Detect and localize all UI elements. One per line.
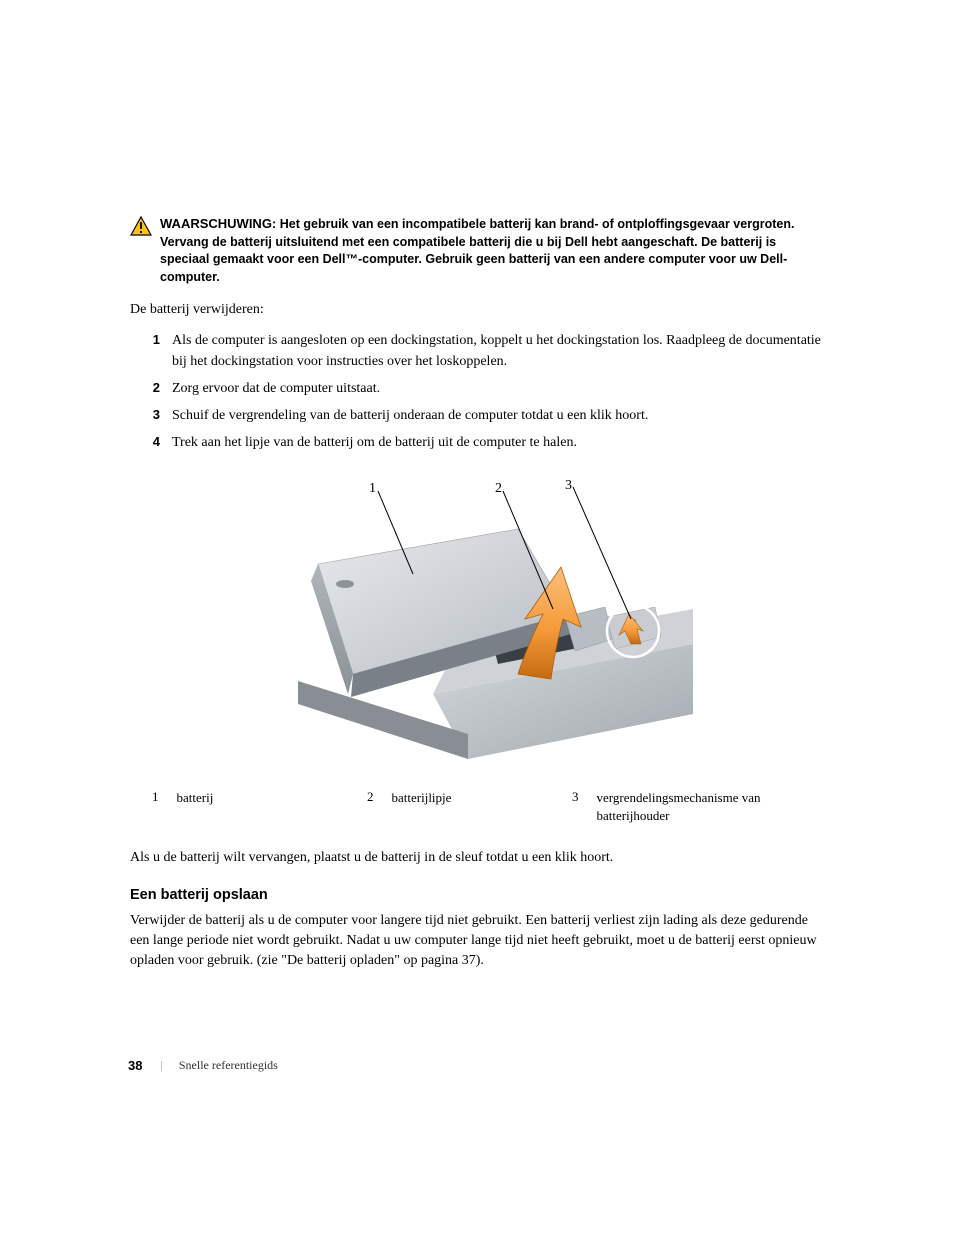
footer-divider: | (160, 1058, 162, 1073)
step-number: 4 (130, 432, 160, 452)
legend-label: vergrendelingsmechanisme van batterijhou… (597, 789, 783, 824)
page-footer: 38 | Snelle referentiegids (128, 1058, 278, 1073)
legend-num: 1 (152, 789, 159, 805)
doc-title: Snelle referentiegids (179, 1058, 278, 1073)
step-item: 3 Schuif de vergrendeling van de batteri… (130, 405, 825, 426)
storage-heading: Een batterij opslaan (130, 887, 825, 903)
page-content: WAARSCHUWING: Het gebruik van een incomp… (130, 215, 825, 982)
legend-num: 2 (367, 789, 374, 805)
callout-line-3 (573, 487, 631, 619)
legend-label: batterij (177, 789, 214, 807)
step-number: 3 (130, 405, 160, 425)
steps-list: 1 Als de computer is aangesloten op een … (130, 330, 825, 453)
intro-line: De batterij verwijderen: (130, 300, 825, 320)
warning-text: WAARSCHUWING: Het gebruik van een incomp… (160, 215, 825, 286)
legend-label: batterijlipje (392, 789, 452, 807)
figure-svg: 1 2 3 (263, 469, 693, 769)
step-item: 1 Als de computer is aangesloten op een … (130, 330, 825, 372)
battery-removal-figure: 1 2 3 (130, 469, 825, 769)
callout-1: 1 (369, 481, 376, 496)
warning-label: WAARSCHUWING: (160, 216, 276, 231)
warning-triangle-icon (130, 216, 152, 241)
legend-num: 3 (572, 789, 579, 805)
storage-body: Verwijder de batterij als u de computer … (130, 911, 825, 972)
step-text: Trek aan het lipje van de batterij om de… (172, 432, 825, 453)
callout-3: 3 (565, 478, 572, 493)
page-number: 38 (128, 1058, 142, 1073)
step-item: 2 Zorg ervoor dat de computer uitstaat. (130, 378, 825, 399)
legend-item: 1 batterij (152, 789, 367, 824)
legend-item: 2 batterijlipje (367, 789, 572, 824)
step-number: 1 (130, 330, 160, 350)
warning-block: WAARSCHUWING: Het gebruik van een incomp… (130, 215, 825, 286)
figure-legend: 1 batterij 2 batterijlipje 3 vergrendeli… (152, 789, 825, 824)
step-text: Zorg ervoor dat de computer uitstaat. (172, 378, 825, 399)
step-text: Als de computer is aangesloten op een do… (172, 330, 825, 372)
step-item: 4 Trek aan het lipje van de batterij om … (130, 432, 825, 453)
legend-item: 3 vergrendelingsmechanisme van batterijh… (572, 789, 782, 824)
callout-2: 2 (495, 481, 502, 496)
battery-indicator (336, 580, 354, 588)
step-text: Schuif de vergrendeling van de batterij … (172, 405, 825, 426)
replace-battery-text: Als u de batterij wilt vervangen, plaats… (130, 848, 825, 868)
step-number: 2 (130, 378, 160, 398)
